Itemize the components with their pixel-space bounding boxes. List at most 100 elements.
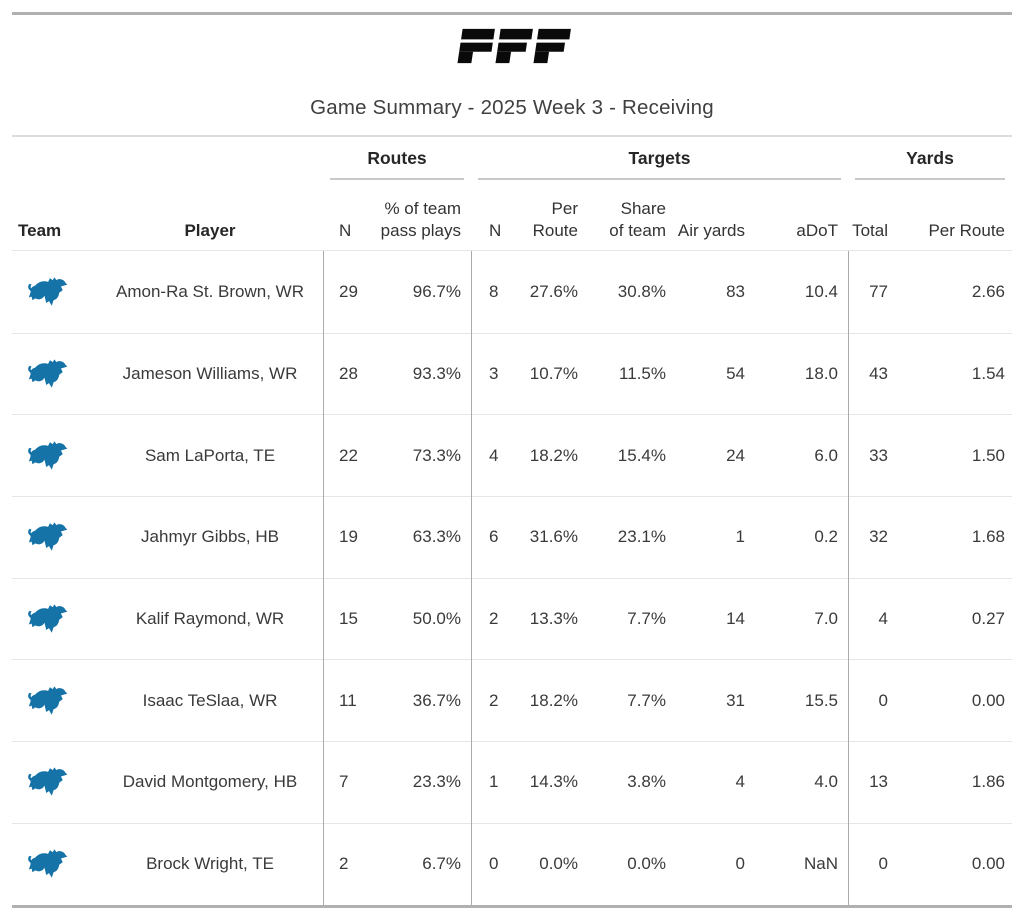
col-header-player: Player [184,221,236,240]
targets-per-route-value: 14.3% [529,772,578,792]
table-row: Sam LaPorta, TE 22 73.3% 4 18.2% 15.4% 2… [12,414,1012,496]
player-name: Jameson Williams, WR [122,364,298,384]
targets-share-value: 23.1% [617,527,666,547]
table-row: Amon-Ra St. Brown, WR 29 96.7% 8 27.6% 3… [12,251,1012,333]
table-row: Isaac TeSlaa, WR 11 36.7% 2 18.2% 7.7% 3… [12,659,1012,741]
yards-total-value: 0 [878,690,888,710]
detroit-lions-logo-icon [28,849,68,878]
yards-total-value: 13 [869,772,888,792]
targets-per-route-value: 18.2% [529,445,578,465]
group-label-targets: Targets [628,148,691,168]
adot-value: 0.2 [814,527,838,547]
air-yards-value: 24 [726,445,745,465]
detroit-lions-logo-icon [28,522,68,552]
detroit-lions-logo-icon [28,441,68,470]
team-cell [12,520,97,554]
routes-pct-value: 93.3% [412,364,461,384]
routes-n-value: 28 [339,364,358,384]
col-header-yards-total: Total [852,221,888,240]
targets-n-value: 3 [489,364,499,384]
team-cell [12,357,97,391]
group-header-targets: Targets [471,146,848,180]
yards-per-route-value: 1.68 [971,527,1005,547]
team-cell [12,765,97,799]
team-cell [12,684,97,718]
routes-n-value: 15 [339,609,358,629]
routes-pct-value: 6.7% [422,854,461,874]
group-label-routes: Routes [367,148,427,168]
col-header-air-yards: Air yards [677,221,745,240]
adot-value: 7.0 [814,609,838,629]
targets-share-value: 11.5% [619,364,666,384]
col-header-team: Team [18,221,62,240]
table-row: David Montgomery, HB 7 23.3% 1 14.3% 3.8… [12,741,1012,823]
group-label-yards: Yards [906,148,954,168]
air-yards-value: 83 [726,281,745,301]
yards-total-value: 77 [869,281,888,301]
col-header-targets-share: Share of team [609,199,666,240]
routes-n-value: 11 [339,690,357,710]
yards-per-route-value: 0.00 [971,690,1005,710]
adot-value: 10.4 [804,281,838,301]
player-name: Kalif Raymond, WR [135,609,285,629]
targets-share-value: 15.4% [617,445,666,465]
routes-pct-value: 73.3% [412,445,461,465]
col-header-yards-per-route: Per Route [928,221,1005,240]
yards-total-value: 43 [869,364,888,384]
targets-n-value: 8 [489,281,499,301]
routes-n-value: 2 [339,854,349,874]
targets-share-value: 7.7% [627,690,666,710]
col-header-targets-n: N [489,221,502,240]
detroit-lions-logo-icon [28,767,68,797]
routes-n-value: 22 [339,445,358,465]
targets-per-route-value: 18.2% [529,690,578,710]
col-header-routes-n: N [339,221,352,240]
team-cell [12,602,97,636]
bottom-rule [12,904,1012,908]
targets-n-value: 6 [489,527,499,547]
group-header-routes: Routes [323,146,471,180]
routes-n-value: 29 [339,281,358,301]
pff-logo [12,27,1012,65]
targets-n-value: 1 [489,772,499,792]
targets-n-value: 2 [489,609,499,629]
yards-total-value: 32 [869,527,888,547]
player-name: Amon-Ra St. Brown, WR [116,281,304,301]
yards-per-route-value: 0.00 [971,854,1005,874]
routes-pct-value: 36.7% [412,690,461,710]
column-divider-yards [848,251,849,905]
air-yards-value: 4 [735,772,745,792]
targets-share-value: 30.8% [617,281,666,301]
routes-n-value: 19 [339,527,358,547]
player-name: Sam LaPorta, TE [144,445,276,465]
yards-total-value: 4 [878,609,888,629]
player-name: Jahmyr Gibbs, HB [141,527,279,547]
detroit-lions-logo-icon [28,604,68,633]
team-cell [12,847,97,881]
player-name: Isaac TeSlaa, WR [142,690,278,710]
adot-value: 18.0 [804,364,838,384]
page-title: Game Summary - 2025 Week 3 - Receiving [310,96,714,119]
detroit-lions-logo-icon [28,277,68,306]
player-name: Brock Wright, TE [146,854,274,874]
routes-pct-value: 23.3% [412,772,461,792]
routes-pct-value: 63.3% [412,527,461,547]
air-yards-value: 1 [735,527,745,547]
column-divider-targets [471,251,472,905]
targets-share-value: 0.0% [627,854,666,874]
col-header-adot: aDoT [796,221,838,240]
detroit-lions-logo-icon [28,686,68,715]
group-underline-routes [330,178,464,180]
yards-per-route-value: 0.27 [971,609,1005,629]
yards-total-value: 33 [869,445,888,465]
table-body: Amon-Ra St. Brown, WR 29 96.7% 8 27.6% 3… [12,250,1012,905]
targets-share-value: 3.8% [627,772,666,792]
targets-per-route-value: 27.6% [529,281,578,301]
targets-n-value: 0 [489,854,499,874]
adot-value: 6.0 [814,445,838,465]
title-rule [12,135,1012,137]
player-name: David Montgomery, HB [122,772,298,792]
targets-share-value: 7.7% [627,609,666,629]
group-header-yards: Yards [848,146,1012,180]
